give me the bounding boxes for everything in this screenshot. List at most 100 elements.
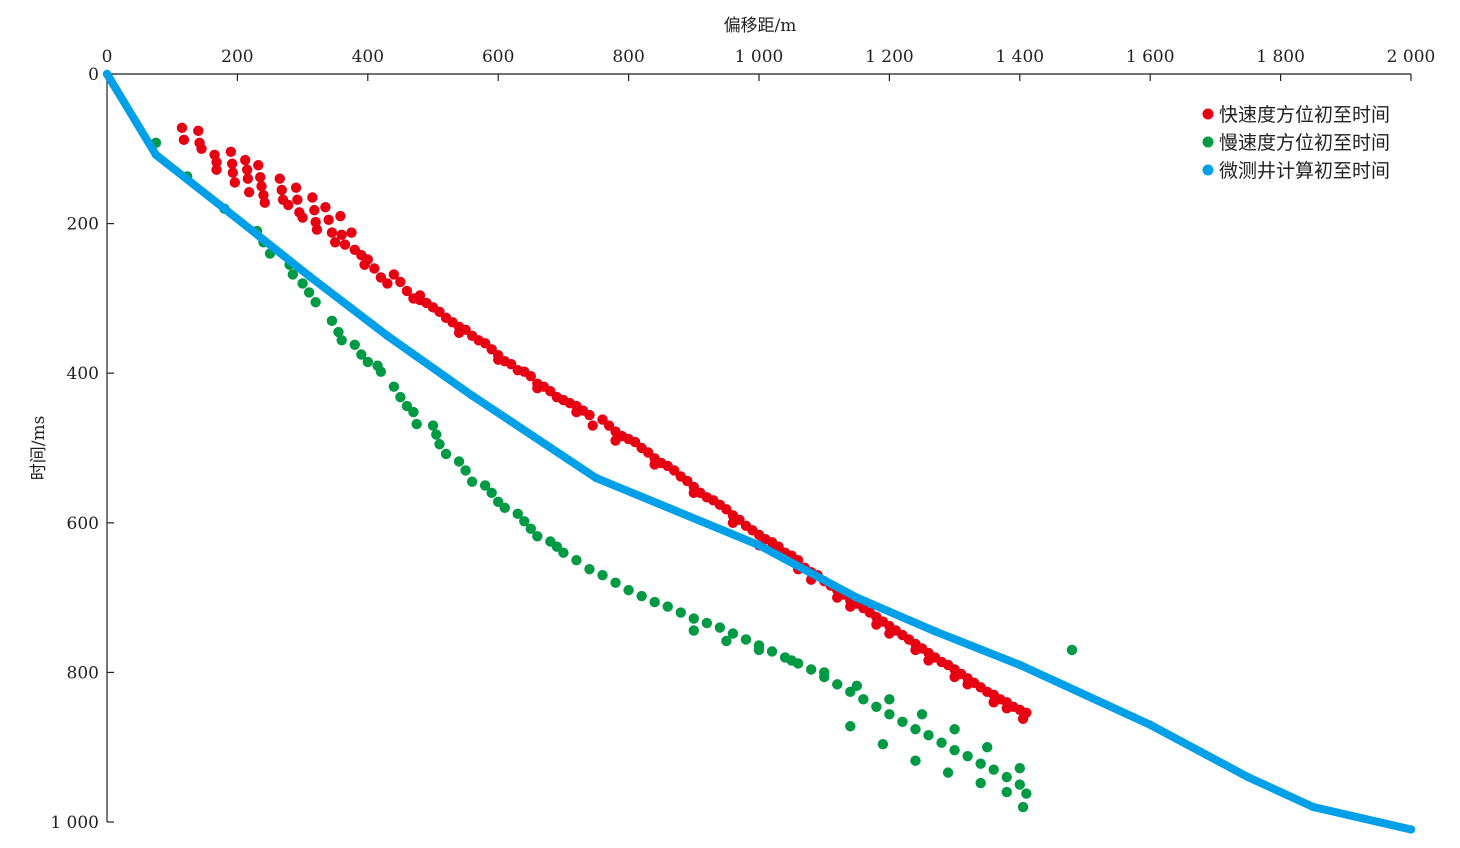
data-point-fast [309,204,320,216]
data-point-uphole [1015,660,1024,670]
data-point-slow [1014,762,1025,774]
data-point-fast [871,619,882,630]
x-tick-label: 200 [221,47,253,67]
y-tick-label: 600 [67,514,99,534]
data-point-slow [884,694,895,705]
data-point-slow [877,739,889,750]
x-tick-label: 1 400 [995,47,1044,67]
data-point-slow [1014,779,1025,790]
data-point-fast [587,420,598,431]
data-point-uphole [102,69,112,79]
data-point-slow [558,547,569,558]
data-point-fast [335,210,346,222]
data-point-fast [283,199,294,211]
data-point-fast [453,327,465,339]
x-tick-label: 1 000 [735,47,784,67]
data-point-slow [975,758,986,769]
data-point-slow [499,502,510,514]
data-point-slow [453,456,465,467]
data-point-fast [323,214,334,226]
data-point-slow [362,356,373,368]
data-point-slow [936,737,947,748]
data-point-slow [688,625,699,636]
data-point-fast [336,229,347,241]
data-point-slow [333,326,344,338]
data-point-fast [178,134,190,146]
data-point-slow [942,767,954,778]
data-point-fast [276,184,287,196]
series-fast [176,122,1032,724]
data-point-slow [832,679,843,690]
data-point-uphole [1146,720,1155,729]
data-point-slow [910,755,921,766]
data-point-slow [466,476,478,487]
data-point-fast [362,254,373,265]
data-point-fast [256,181,267,192]
data-point-slow [649,596,660,608]
plot-area [102,69,1416,834]
data-point-slow [636,590,647,602]
data-point-fast [395,276,406,288]
data-point-fast [290,182,302,193]
data-point-slow [519,516,530,527]
data-point-slow [623,584,634,596]
data-point-slow [460,465,471,476]
data-point-slow [326,315,338,327]
x-axis-title: 偏移距/m [724,16,797,36]
data-point-fast [255,172,266,183]
data-point-uphole [1243,772,1253,782]
data-point-fast [949,671,960,683]
y-tick-label: 1 000 [50,813,99,833]
data-point-fast [307,192,318,203]
data-point-fast [346,227,357,238]
y-tick-label: 800 [67,663,99,683]
data-point-fast [610,435,621,446]
data-point-fast [727,517,739,528]
data-point-slow [845,721,856,732]
data-point-slow [949,724,960,735]
data-point-slow [851,680,862,692]
data-point-slow [303,287,315,298]
data-point-slow [819,667,830,678]
data-point-slow [571,555,582,566]
data-point-slow [766,646,778,657]
data-point-slow [584,563,595,575]
y-tick-label: 0 [88,65,99,85]
data-point-uphole [467,391,477,400]
data-point-uphole [304,271,314,281]
data-point-fast [229,177,240,188]
data-point-slow [525,523,536,534]
legend-label-uphole: 微测井计算初至时间 [1219,160,1390,182]
data-point-fast [1017,713,1029,724]
data-point-slow [675,607,686,618]
data-point-slow [988,764,999,775]
data-point-slow [727,628,739,639]
x-tick-label: 1 200 [865,47,914,67]
data-point-fast [240,154,251,166]
x-tick-label: 600 [482,47,514,67]
data-point-fast [584,409,595,421]
data-point-slow [786,655,797,666]
data-point-slow [431,429,442,440]
data-point-slow [597,569,608,581]
data-point-slow [427,420,439,431]
x-tick-label: 800 [612,47,644,67]
data-point-slow [512,508,523,520]
data-point-slow [310,296,321,308]
data-point-slow [287,269,299,280]
data-point-slow [411,418,422,430]
data-point-fast [320,201,331,213]
data-point-fast [1001,703,1012,714]
data-point-slow [701,617,713,629]
legend-marker-uphole [1202,164,1214,176]
data-point-slow [753,644,765,656]
data-point-fast [845,601,856,612]
data-point-slow [688,613,699,624]
data-point-fast [910,644,921,656]
data-point-slow [805,664,817,675]
data-point-fast [193,125,204,137]
data-point-slow [740,634,752,645]
data-point-fast [525,370,536,382]
data-point-slow [1021,788,1032,799]
data-point-fast [884,628,895,639]
